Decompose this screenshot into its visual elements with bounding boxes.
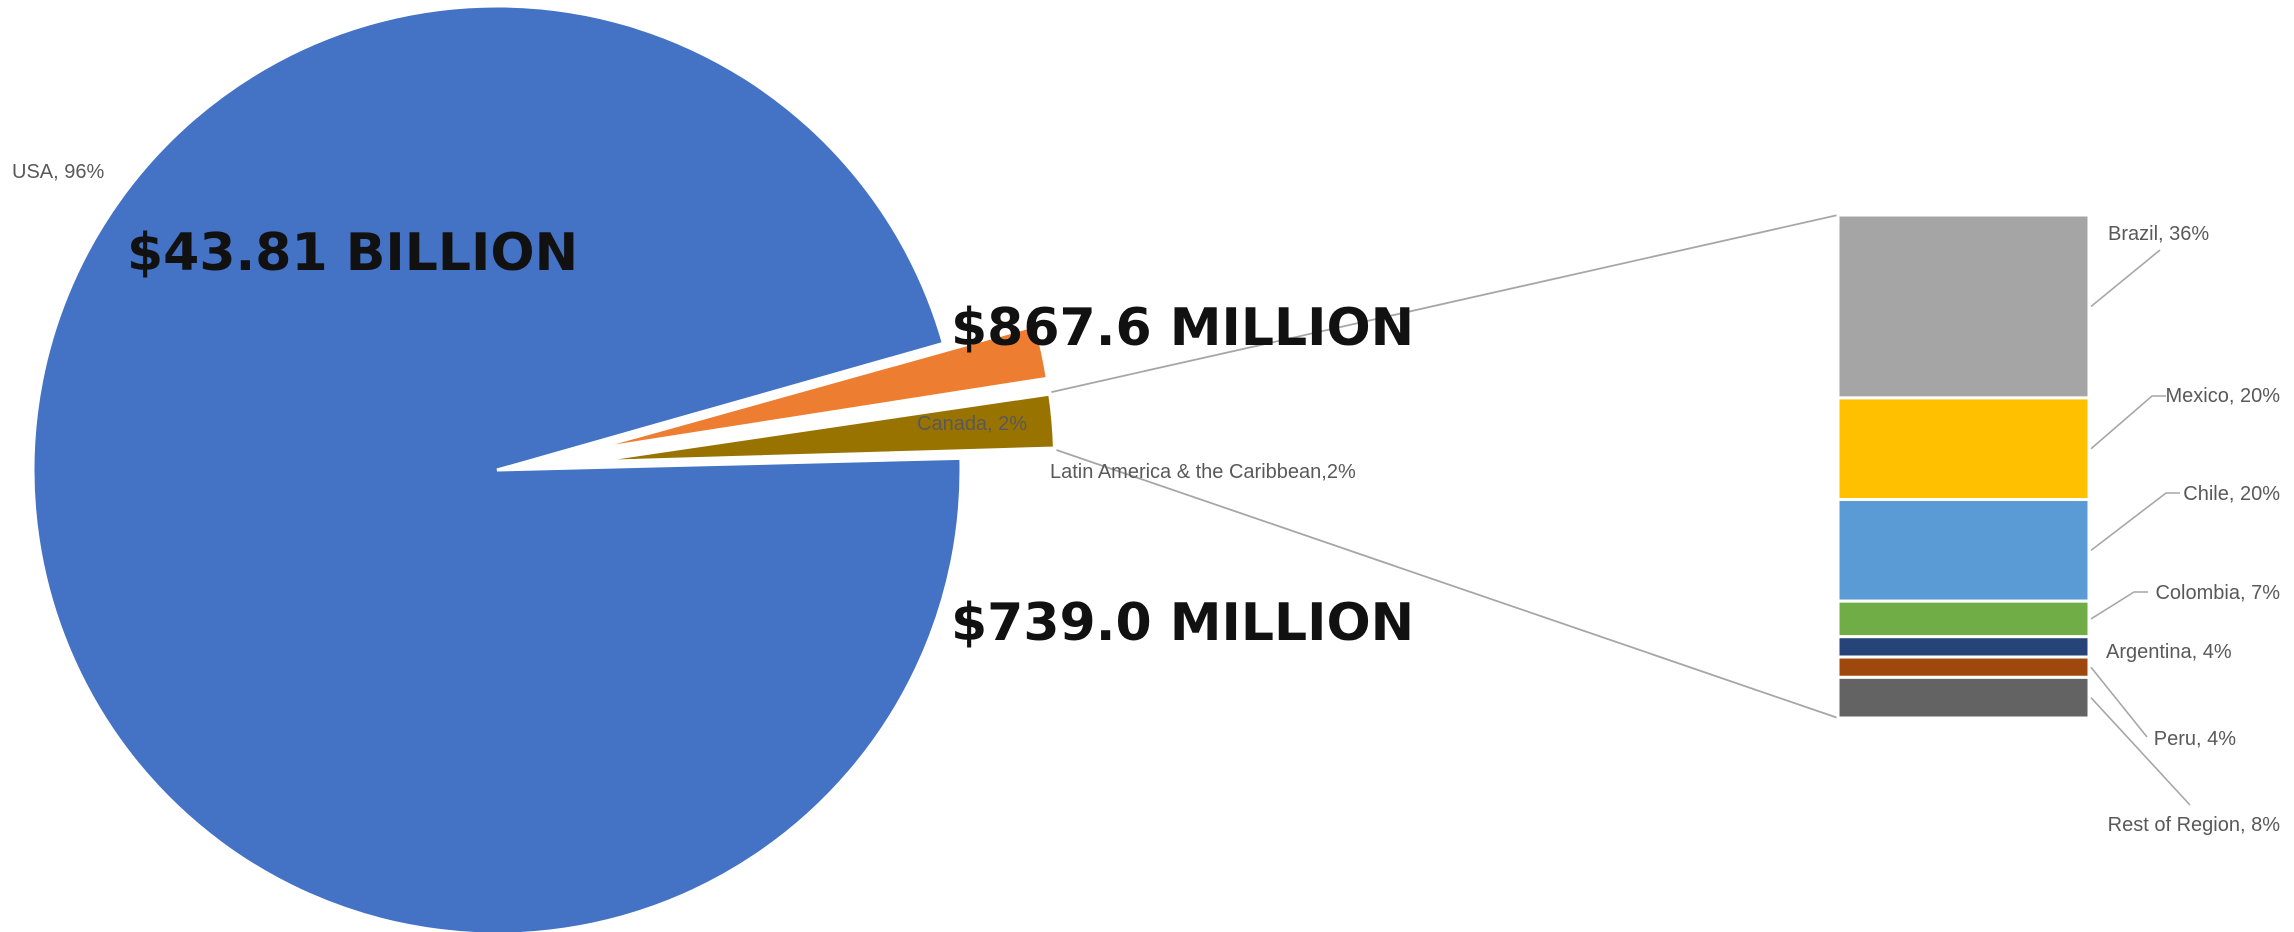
bar-label-colombia: Colombia, 7% (2155, 582, 2280, 604)
leader-line-colombia (2090, 591, 2148, 620)
leader-line-mexico (2090, 395, 2166, 450)
bar-label-rest-of-region: Rest of Region, 8% (2108, 814, 2281, 836)
bar-segment-mexico (1836, 396, 2091, 502)
pie-slice-latin-america-the-caribbean (591, 392, 1056, 464)
breakdown-stacked-bar (1836, 213, 2091, 720)
leader-line-brazil (2090, 249, 2161, 308)
slice-label-canada: Canada, 2% (917, 413, 1027, 435)
pie-to-bar-connectors (1051, 214, 1839, 719)
connector-line-top (1051, 214, 1839, 393)
bar-segment-brazil (1836, 213, 2091, 400)
bar-label-brazil: Brazil, 36% (2108, 223, 2209, 245)
pie-slice-usa (31, 4, 963, 932)
pie-slice-canada (589, 323, 1049, 452)
bar-segment-colombia (1836, 599, 2091, 639)
leader-line-peru (2090, 666, 2148, 738)
bar-label-mexico: Mexico, 20% (2166, 385, 2281, 407)
bar-label-peru: Peru, 4% (2154, 728, 2236, 750)
amount-label-usa: $43.81 BILLION (127, 223, 578, 283)
bar-label-argentina: Argentina, 4% (2106, 641, 2232, 663)
bar-segment-rest-of-region (1836, 675, 2091, 720)
leader-line-rest-of-region (2090, 697, 2191, 806)
bar-segment-peru (1836, 655, 2091, 679)
bar-segment-chile (1836, 498, 2091, 603)
leader-line-chile (2090, 492, 2180, 551)
slice-label-latin-america: Latin America & the Caribbean,2% (1050, 461, 1356, 483)
slice-label-usa: USA, 96% (12, 161, 104, 183)
amount-label-latin-america: $739.0 MILLION (951, 593, 1414, 653)
connector-line-bottom (1056, 449, 1839, 719)
bar-segment-argentina (1836, 635, 2091, 659)
bar-label-chile: Chile, 20% (2183, 483, 2280, 505)
data-labels: USA, 96% Canada, 2% Latin America & the Ca… (12, 161, 2280, 836)
amount-label-canada: $867.6 MILLION (951, 298, 1414, 358)
pie (31, 4, 1056, 932)
